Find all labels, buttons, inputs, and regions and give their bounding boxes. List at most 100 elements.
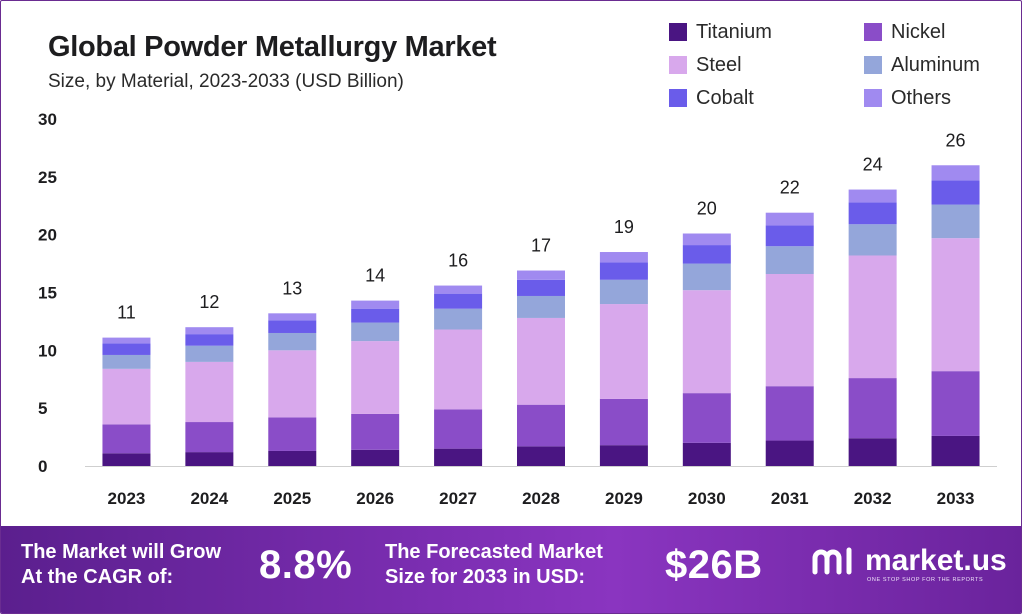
bar-segment-titanium (351, 449, 400, 466)
bar-segment-aluminum (682, 263, 731, 291)
bar-total-label: 26 (946, 130, 966, 150)
legend-label-others: Others (891, 86, 952, 109)
bar-segment-steel (682, 290, 731, 394)
legend-swatch-steel (669, 56, 687, 74)
bar-segment-nickel (682, 393, 731, 443)
bar-segment-steel (434, 329, 483, 410)
bar-segment-titanium (517, 446, 565, 466)
bar-total-label: 14 (365, 266, 385, 286)
bar-segment-steel (102, 368, 151, 425)
brand-tagline: ONE STOP SHOP FOR THE REPORTS (867, 577, 984, 583)
legend-swatch-others (864, 89, 882, 107)
x-tick-label: 2025 (273, 489, 311, 508)
bar-segment-steel (351, 341, 400, 414)
bar-segment-nickel (848, 378, 897, 439)
bar-segment-nickel (931, 371, 980, 436)
legend-item-titanium: Titanium (669, 19, 772, 45)
bar-total-label: 24 (863, 155, 883, 175)
bar-total-label: 20 (697, 199, 717, 219)
bar-segment-steel (599, 304, 648, 399)
bar-segment-others (848, 189, 897, 203)
bar-segment-others (185, 327, 234, 335)
bar-segment-nickel (599, 398, 648, 446)
legend-swatch-titanium (669, 23, 687, 41)
x-tick-label: 2023 (108, 489, 146, 508)
bar-segment-aluminum (765, 246, 814, 274)
bar-segment-others (599, 252, 648, 263)
bar-segment-aluminum (599, 279, 648, 305)
y-tick-label: 5 (38, 399, 47, 418)
bar-segment-titanium (765, 440, 814, 466)
bar-segment-aluminum (848, 224, 897, 256)
bar-segment-aluminum (102, 354, 151, 369)
bar-segment-steel (185, 361, 234, 423)
bar-segment-titanium (185, 452, 234, 466)
legend-label-aluminum: Aluminum (891, 53, 980, 76)
bar-total-label: 12 (199, 292, 219, 312)
bar-segment-nickel (268, 417, 317, 451)
bar-segment-titanium (931, 435, 980, 466)
bar-segment-cobalt (268, 320, 317, 333)
forecast-value: $26B (665, 543, 763, 587)
bar-segment-cobalt (102, 343, 151, 355)
x-tick-label: 2031 (771, 489, 809, 508)
brand-logo: market.us ONE STOP SHOP FOR THE REPORTS (811, 544, 1007, 583)
x-tick-label: 2029 (605, 489, 643, 508)
bar-segment-aluminum (351, 322, 400, 342)
cagr-value: 8.8% (259, 543, 353, 587)
bar-segment-steel (765, 273, 814, 387)
market-us-logo-icon (812, 547, 852, 575)
legend-item-steel: Steel (669, 52, 742, 78)
legend-label-nickel: Nickel (891, 20, 946, 43)
bar-segment-nickel (765, 386, 814, 441)
cagr-label: The Market will Grow At the CAGR of: (21, 541, 222, 588)
forecast-label: The Forecasted Market Size for 2033 in U… (385, 541, 603, 588)
legend-swatch-nickel (864, 23, 882, 41)
bar-segment-titanium (434, 448, 483, 466)
bar-segment-aluminum (517, 295, 565, 318)
bar-segment-cobalt (351, 308, 400, 323)
bar-total-label: 22 (780, 178, 800, 198)
x-tick-label: 2026 (356, 489, 394, 508)
legend-item-others: Others (864, 85, 951, 111)
x-tick-label: 2030 (688, 489, 726, 508)
y-tick-label: 15 (38, 284, 57, 303)
legend-label-steel: Steel (696, 53, 742, 76)
legend-label-titanium: Titanium (696, 20, 772, 43)
bar-segment-aluminum (185, 345, 234, 362)
bar-segment-cobalt (682, 245, 731, 264)
bar-segment-nickel (102, 424, 151, 454)
bar-segment-cobalt (434, 293, 483, 309)
bar-segment-cobalt (848, 202, 897, 225)
bar-segment-others (351, 300, 400, 309)
bar-total-label: 19 (614, 217, 634, 237)
bar-total-label: 17 (531, 236, 551, 256)
bar-segment-others (765, 212, 814, 226)
bar-segment-titanium (682, 442, 731, 466)
legend-swatch-aluminum (864, 56, 882, 74)
bar-segment-steel (848, 255, 897, 379)
legend-label-cobalt: Cobalt (696, 86, 754, 109)
legend-swatch-cobalt (669, 89, 687, 107)
bar-segment-steel (931, 238, 980, 372)
bar-segment-nickel (351, 413, 400, 450)
bar-segment-aluminum (434, 308, 483, 330)
bar-segment-aluminum (268, 332, 317, 351)
bar-segment-cobalt (599, 262, 648, 280)
y-tick-label: 10 (38, 341, 57, 360)
bar-segment-aluminum (931, 204, 980, 239)
y-tick-label: 30 (38, 110, 57, 129)
x-tick-label: 2028 (522, 489, 560, 508)
chart-subtitle: Size, by Material, 2023-2033 (USD Billio… (48, 71, 404, 92)
x-tick-label: 2027 (439, 489, 477, 508)
bar-segment-nickel (185, 422, 234, 453)
x-tick-label: 2024 (190, 489, 228, 508)
y-tick-label: 20 (38, 226, 57, 245)
x-tick-label: 2032 (854, 489, 892, 508)
bar-segment-others (268, 313, 317, 321)
bar-total-label: 13 (282, 278, 302, 298)
bar-segment-titanium (848, 438, 897, 466)
bar-segment-nickel (434, 409, 483, 449)
bar-segment-cobalt (765, 225, 814, 247)
